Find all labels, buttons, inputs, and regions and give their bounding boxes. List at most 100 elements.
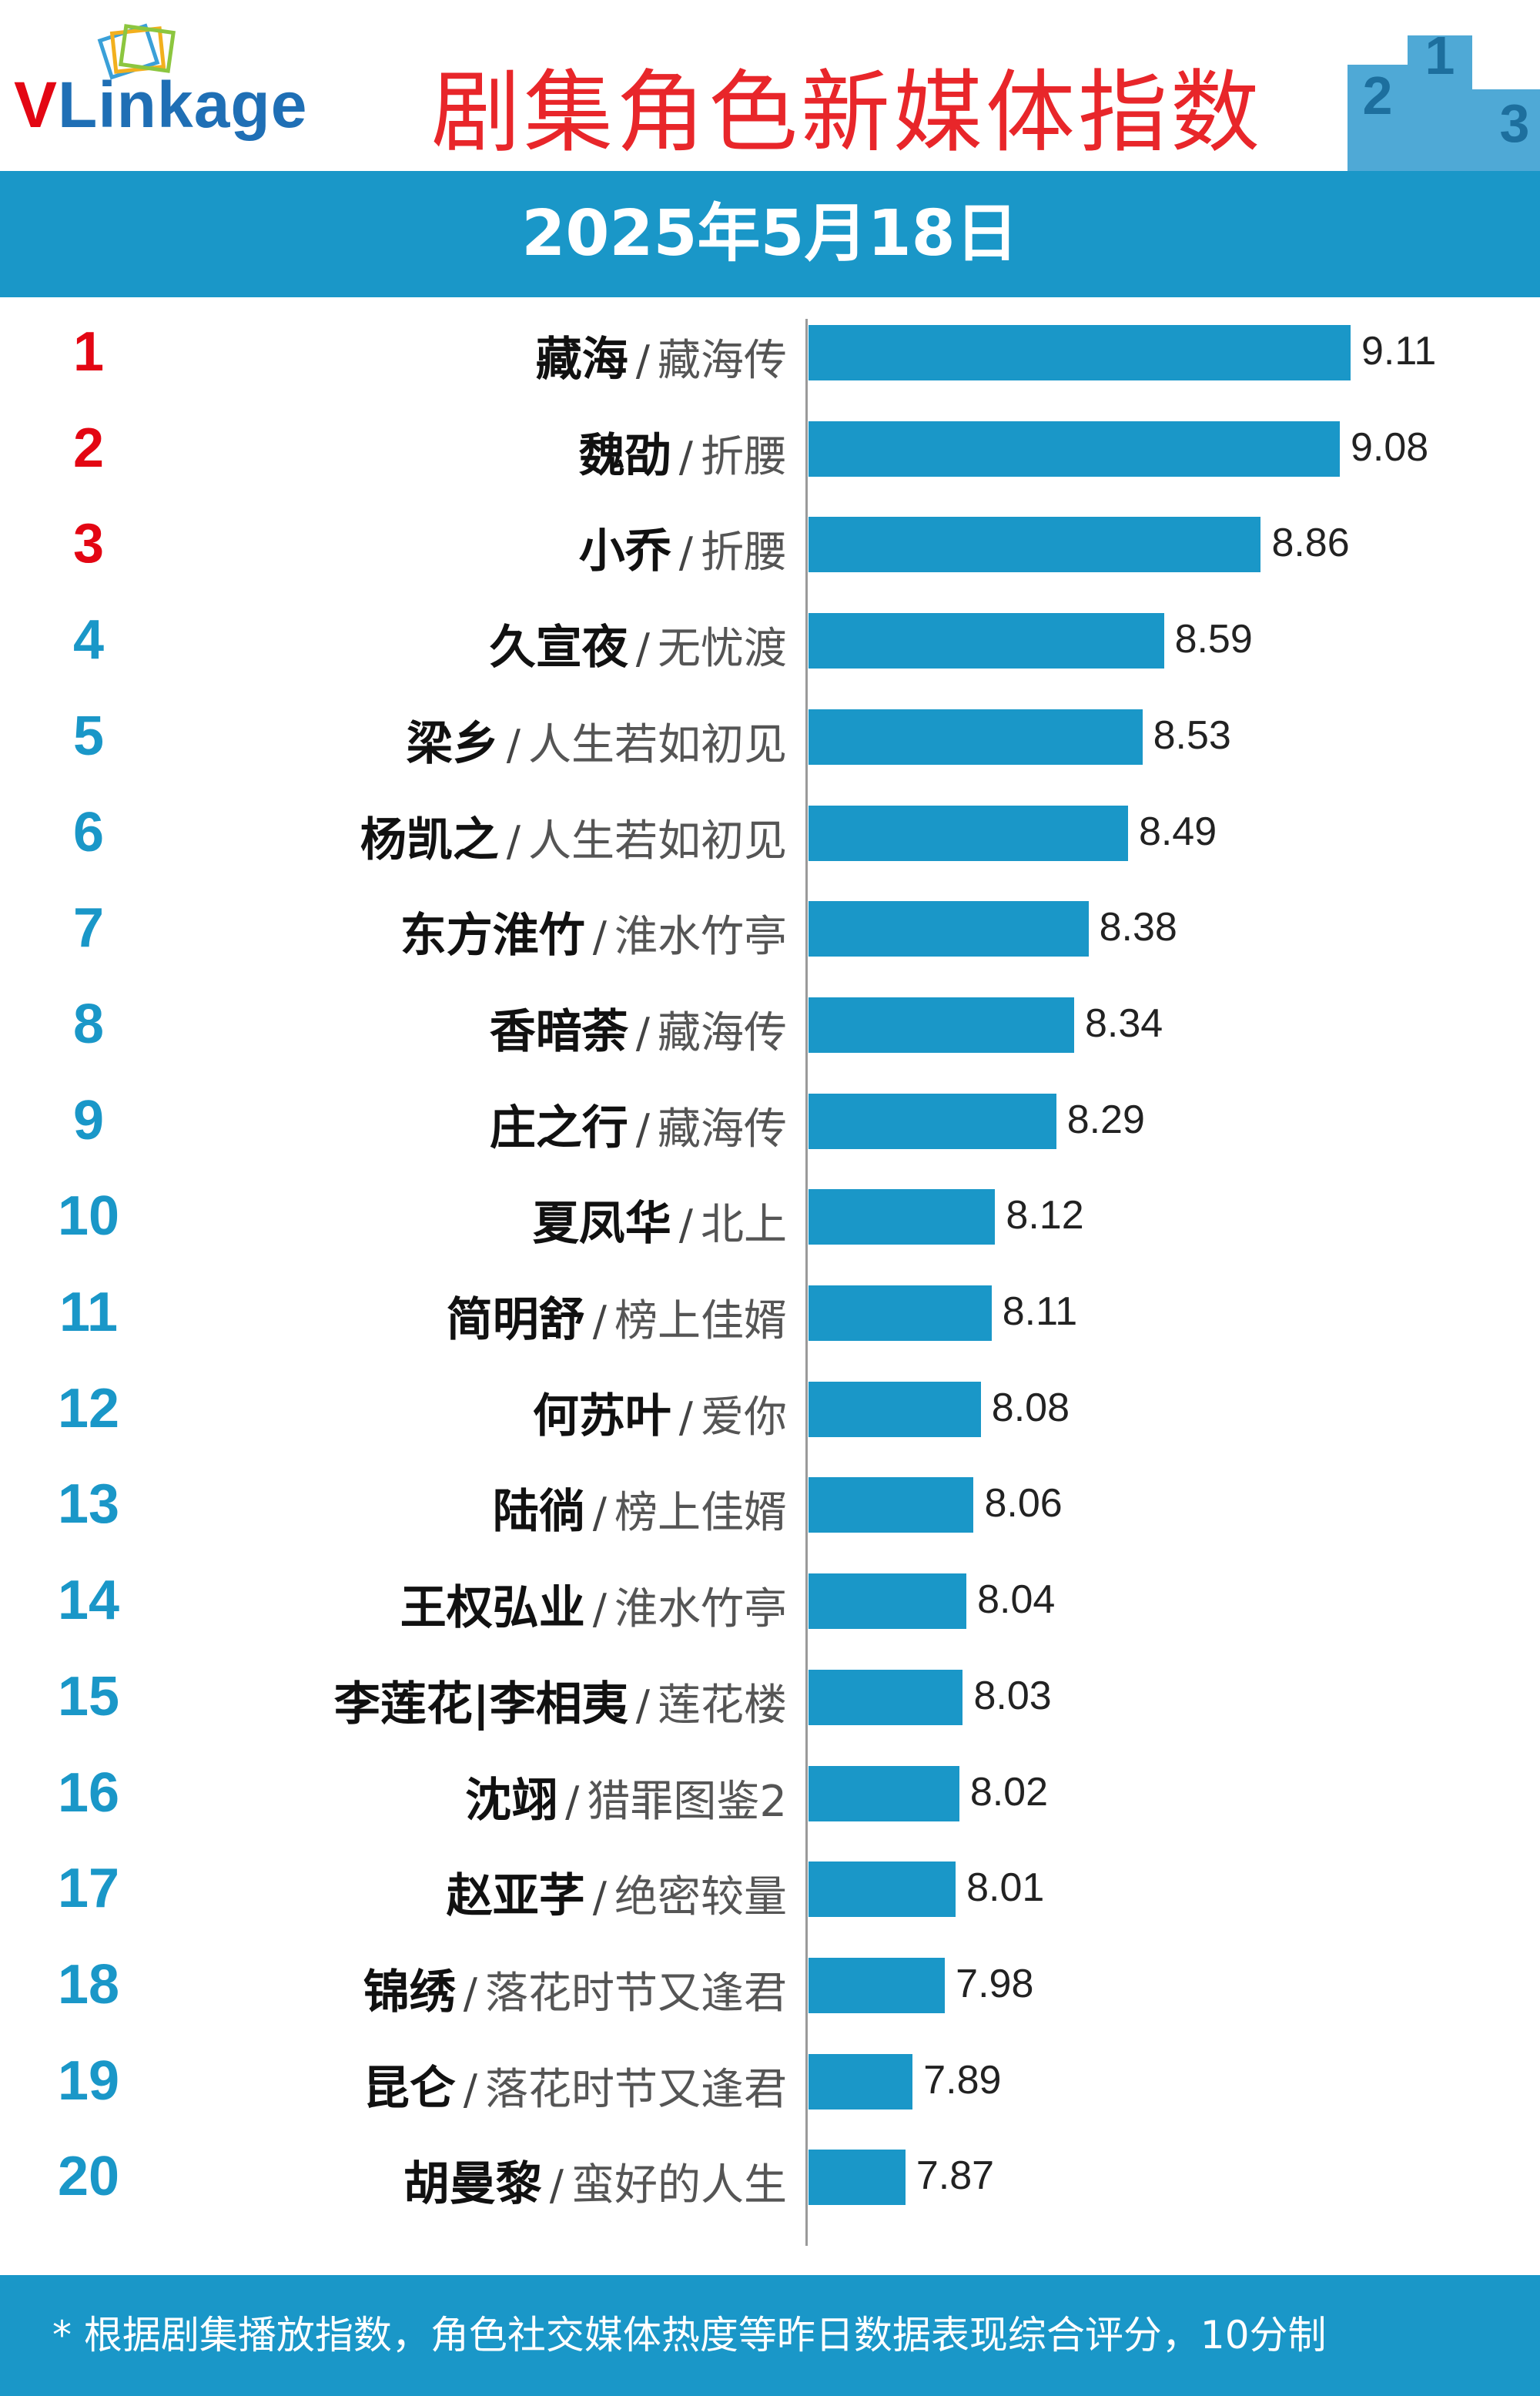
row-label: 赵亚芓 / 绝密较量	[447, 1858, 787, 1925]
rank-number: 10	[57, 1185, 120, 1248]
row-label: 简明舒 / 榜上佳婿	[447, 1282, 787, 1349]
podium-3-label: 3	[1500, 93, 1530, 153]
drama-title: 人生若如初见	[528, 719, 787, 770]
logo-letters: Linkage	[58, 69, 308, 141]
drama-title: 榜上佳婿	[614, 1296, 787, 1346]
score-value: 8.34	[1085, 1000, 1163, 1046]
score-value: 8.01	[966, 1865, 1045, 1911]
drama-title: 猎罪图鉴2	[587, 1776, 787, 1827]
character-name: 锦绣	[363, 1965, 456, 2019]
score-bar	[808, 1765, 959, 1821]
drama-title: 榜上佳婿	[614, 1488, 787, 1539]
row-label: 李莲花|李相夷 / 莲花楼	[334, 1667, 787, 1734]
drama-title: 藏海传	[658, 336, 787, 386]
score-bar	[808, 997, 1074, 1053]
score-value: 8.59	[1174, 617, 1253, 662]
label-separator: /	[678, 1201, 693, 1250]
drama-title: 淮水竹亭	[614, 912, 787, 963]
row-label: 沈翊 / 猎罪图鉴2	[465, 1763, 787, 1830]
score-bar	[808, 709, 1143, 765]
score-bar	[808, 1862, 956, 1918]
score-bar	[808, 1669, 963, 1725]
row-label: 久宣夜 / 无忧渡	[490, 610, 787, 677]
row-label: 香暗荼 / 藏海传	[490, 994, 787, 1061]
logo-cards-icon	[97, 23, 176, 80]
character-name: 昆仑	[363, 2061, 456, 2116]
header: VLinkage 剧集角色新媒体指数 2 1 3	[0, 0, 1540, 171]
character-name: 藏海	[535, 333, 628, 387]
drama-title: 北上	[701, 1200, 787, 1251]
drama-title: 落花时节又逢君	[485, 2064, 787, 2115]
row-label: 锦绣 / 落花时节又逢君	[363, 1955, 787, 2022]
score-value: 7.87	[916, 2153, 995, 2199]
drama-title: 莲花楼	[658, 1680, 787, 1731]
rank-number: 5	[72, 705, 105, 767]
score-value: 8.03	[973, 1673, 1052, 1718]
rank-number: 11	[59, 1282, 119, 1343]
score-value: 8.53	[1153, 712, 1231, 758]
score-value: 8.49	[1138, 809, 1217, 854]
score-bar	[808, 2053, 913, 2109]
drama-title: 落花时节又逢君	[485, 1968, 787, 2019]
score-bar	[808, 517, 1261, 573]
row-label: 何苏叶 / 爱你	[533, 1379, 787, 1446]
date-banner: 2025年5月18日	[0, 171, 1540, 297]
label-separator: /	[506, 720, 521, 769]
score-value: 8.12	[1006, 1193, 1084, 1238]
podium-1-label: 1	[1425, 25, 1455, 85]
character-name: 赵亚芓	[446, 1869, 585, 1924]
chart-axis-line	[805, 319, 808, 2246]
drama-title: 绝密较量	[614, 1872, 787, 1923]
character-name: 梁乡	[406, 716, 499, 771]
label-separator: /	[678, 528, 693, 578]
row-label: 梁乡 / 人生若如初见	[407, 706, 787, 773]
score-value: 9.08	[1351, 424, 1429, 470]
score-value: 8.02	[969, 1769, 1049, 1815]
character-name: 夏凤华	[532, 1197, 671, 1252]
label-separator: /	[592, 1297, 607, 1345]
drama-title: 蛮好的人生	[571, 2160, 787, 2211]
rank-number: 9	[72, 1089, 105, 1151]
score-value: 9.11	[1361, 329, 1437, 374]
label-separator: /	[549, 2161, 564, 2210]
character-name: 久宣夜	[489, 621, 628, 675]
score-value: 7.98	[956, 1961, 1034, 2006]
score-bar	[808, 2150, 906, 2206]
score-bar	[808, 1285, 992, 1341]
drama-title: 折腰	[701, 431, 787, 482]
row-label: 庄之行 / 藏海传	[490, 1091, 787, 1158]
rank-number: 19	[57, 2049, 120, 2112]
label-separator: /	[635, 1008, 650, 1057]
score-bar	[808, 421, 1340, 477]
page-title: 剧集角色新媒体指数	[431, 61, 1263, 165]
score-value: 8.08	[991, 1385, 1070, 1430]
character-name: 香暗荼	[489, 1004, 628, 1059]
row-label: 夏凤华 / 北上	[533, 1186, 787, 1253]
label-separator: /	[635, 1681, 650, 1730]
podium-2-label: 2	[1363, 65, 1393, 126]
row-label: 王权弘业 / 淮水竹亭	[400, 1570, 787, 1637]
row-label: 陆徜 / 榜上佳婿	[493, 1474, 787, 1541]
rank-number: 15	[57, 1665, 120, 1727]
rank-number: 16	[57, 1761, 120, 1824]
character-name: 何苏叶	[532, 1389, 671, 1443]
score-value: 7.89	[923, 2057, 1002, 2103]
label-separator: /	[678, 432, 693, 481]
drama-title: 淮水竹亭	[614, 1584, 787, 1635]
vlinkage-logo: VLinkage	[14, 23, 337, 146]
row-label: 小乔 / 折腰	[579, 514, 787, 581]
label-separator: /	[592, 1873, 607, 1922]
row-label: 杨凯之 / 人生若如初见	[360, 803, 787, 870]
drama-title: 折腰	[701, 528, 787, 578]
score-value: 8.11	[1002, 1289, 1078, 1334]
drama-title: 人生若如初见	[528, 816, 787, 866]
rank-number: 12	[57, 1377, 120, 1439]
rank-number: 8	[72, 993, 105, 1055]
rank-number: 1	[72, 321, 105, 383]
character-name: 杨凯之	[360, 813, 499, 867]
character-name: 小乔	[578, 524, 671, 579]
score-bar	[808, 805, 1128, 861]
score-bar	[808, 325, 1351, 380]
label-separator: /	[463, 1969, 477, 2018]
footnote: * 根据剧集播放指数，角色社交媒体热度等昨日数据表现综合评分，10分制	[0, 2275, 1540, 2396]
